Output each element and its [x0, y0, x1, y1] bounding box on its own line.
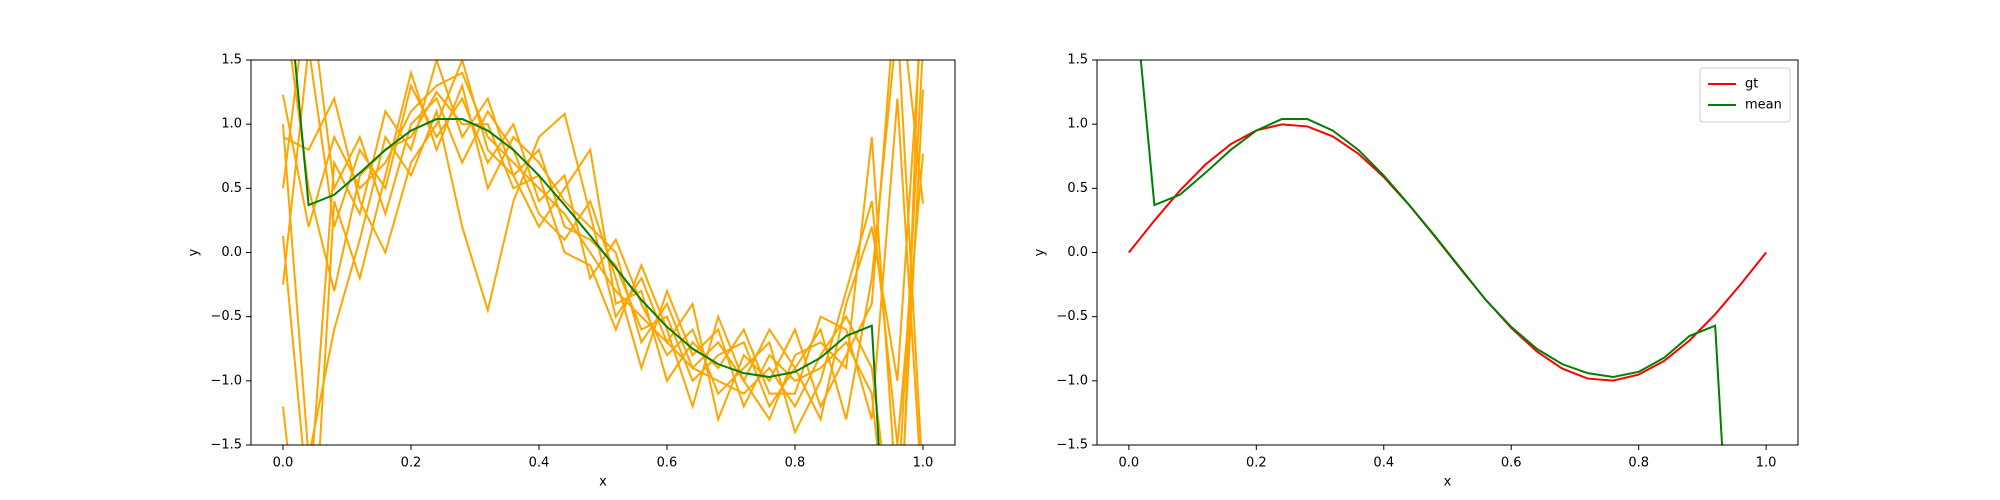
x-tick-label: 0.0	[273, 456, 294, 471]
axes: 0.0 0.2 0.4 0.6 0.8 1.0 −1.5 −1.0 −0.5 0.0 0.5 1.0 1…	[1033, 53, 1799, 490]
x-axis-label: x	[1444, 475, 1452, 490]
x-tick-label: 0.8	[785, 456, 806, 471]
x-axis-label: x	[599, 475, 607, 490]
x-tick-label: 0.6	[657, 456, 678, 471]
y-tick-label: −1.0	[210, 373, 242, 388]
x-tick-label: 0.8	[1628, 456, 1649, 471]
x-tick-label: 1.0	[913, 456, 934, 471]
x-tick-label: 0.4	[529, 456, 550, 471]
y-tick-label: 0.5	[1067, 181, 1088, 196]
x-tick-label: 1.0	[1756, 456, 1777, 471]
y-tick-label: −0.5	[1056, 309, 1088, 324]
x-tick-label: 0.6	[1501, 456, 1522, 471]
y-tick-label: 0.5	[221, 181, 242, 196]
data-line	[282, 60, 924, 445]
y-tick-label: −1.5	[1056, 438, 1088, 453]
data-line	[294, 60, 880, 445]
data-line	[282, 71, 924, 445]
x-tick-label: 0.4	[1373, 456, 1394, 471]
y-tick-label: 0.0	[1067, 245, 1088, 260]
x-tick-label: 0.2	[1246, 456, 1267, 471]
y-tick-label: 1.0	[1067, 117, 1088, 132]
y-tick-label: 1.5	[1067, 53, 1088, 68]
y-tick-label: −0.5	[210, 309, 242, 324]
axes: 0.0 0.2 0.4 0.6 0.8 1.0 −1.5 −1.0 −0.5 0.0 0.5 1.0 1…	[187, 53, 956, 490]
y-tick-label: −1.5	[210, 438, 242, 453]
legend-label: gt	[1745, 77, 1758, 92]
data-line	[282, 60, 924, 445]
y-tick-label: 1.0	[221, 117, 242, 132]
legend: gt mean	[1699, 67, 1791, 123]
y-tick-label: 0.0	[221, 245, 242, 260]
x-tick-label: 0.2	[401, 456, 422, 471]
x-tick-label: 0.0	[1119, 456, 1140, 471]
y-tick-label: 1.5	[221, 53, 242, 68]
data-line	[282, 60, 922, 445]
y-axis-label: y	[187, 248, 202, 256]
data-line	[1139, 60, 1724, 445]
y-axis-label: y	[1033, 248, 1048, 256]
plot-frame	[250, 59, 956, 446]
data-line	[282, 60, 924, 445]
data-line	[282, 60, 920, 445]
legend-box	[1699, 67, 1791, 123]
y-tick-label: −1.0	[1056, 373, 1088, 388]
data-line	[282, 60, 921, 445]
legend-label: mean	[1745, 98, 1782, 113]
plot-frame	[1096, 59, 1799, 446]
